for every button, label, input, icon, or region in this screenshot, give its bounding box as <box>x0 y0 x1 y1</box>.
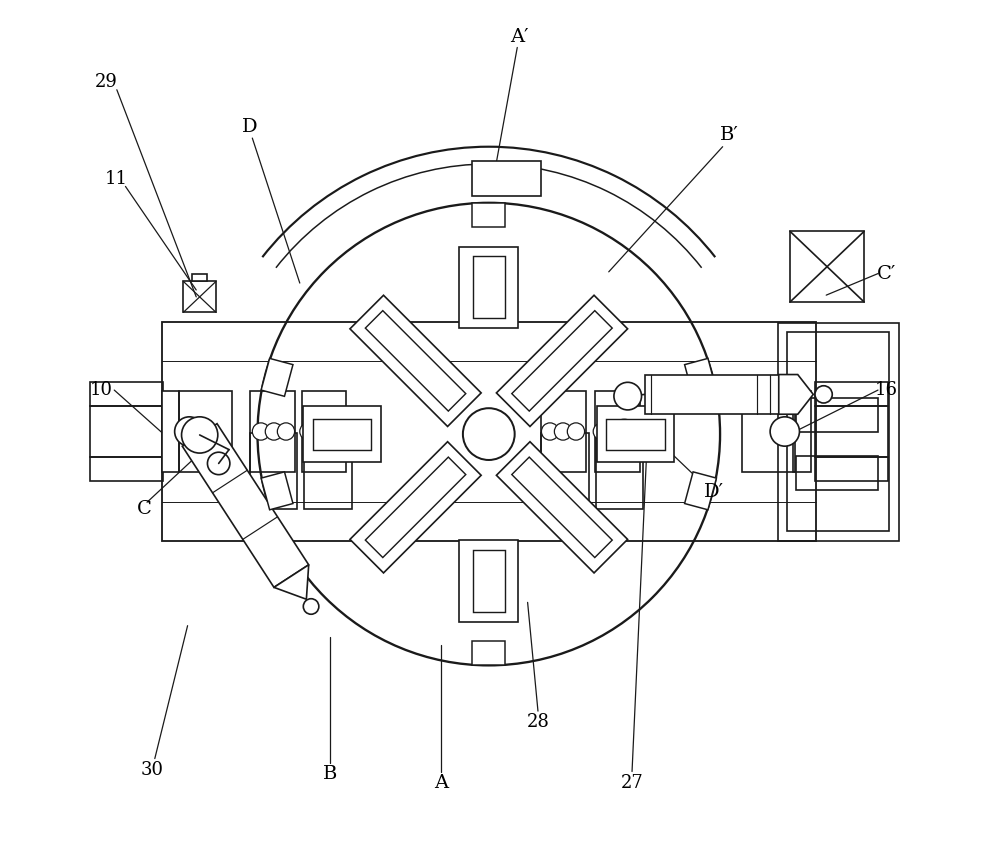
Bar <box>179 391 232 472</box>
Bar <box>596 433 643 509</box>
Polygon shape <box>365 457 466 557</box>
Polygon shape <box>461 249 517 326</box>
Bar <box>645 375 779 414</box>
Text: 16: 16 <box>875 381 898 399</box>
Bar <box>90 406 163 457</box>
Circle shape <box>541 423 559 440</box>
Bar <box>796 456 878 490</box>
Polygon shape <box>685 358 716 396</box>
Polygon shape <box>261 472 293 510</box>
Polygon shape <box>182 424 309 588</box>
Bar <box>250 433 297 509</box>
Polygon shape <box>472 161 541 196</box>
Bar <box>192 274 207 281</box>
Bar <box>742 391 795 472</box>
Bar <box>541 391 586 472</box>
Polygon shape <box>606 419 665 450</box>
Bar <box>90 457 163 481</box>
Polygon shape <box>597 406 674 463</box>
Bar <box>815 406 888 457</box>
Bar <box>541 433 589 509</box>
Circle shape <box>207 452 230 475</box>
Polygon shape <box>512 457 612 557</box>
Text: C: C <box>137 501 152 518</box>
Bar <box>790 231 864 302</box>
Polygon shape <box>779 375 813 414</box>
Polygon shape <box>461 542 517 620</box>
Polygon shape <box>459 247 518 328</box>
Circle shape <box>606 423 623 440</box>
Circle shape <box>265 423 283 440</box>
Circle shape <box>463 408 515 460</box>
Text: 27: 27 <box>621 774 643 791</box>
Bar <box>595 391 640 472</box>
Polygon shape <box>496 295 628 426</box>
Bar <box>778 323 899 541</box>
Bar <box>162 391 179 472</box>
Bar <box>815 382 888 406</box>
Polygon shape <box>365 311 466 411</box>
Circle shape <box>313 423 330 440</box>
Bar <box>796 398 878 432</box>
Text: B′: B′ <box>720 127 739 144</box>
Polygon shape <box>473 256 505 318</box>
Bar <box>183 281 216 312</box>
Text: 11: 11 <box>104 170 127 187</box>
Circle shape <box>252 423 270 440</box>
Polygon shape <box>350 295 481 426</box>
Bar <box>815 457 888 481</box>
Text: C′: C′ <box>877 265 896 282</box>
Circle shape <box>182 417 218 453</box>
Circle shape <box>770 417 799 446</box>
Polygon shape <box>473 550 505 612</box>
Polygon shape <box>512 311 612 411</box>
Text: D: D <box>242 118 258 135</box>
Circle shape <box>815 386 832 403</box>
Circle shape <box>619 423 636 440</box>
Text: 29: 29 <box>95 73 118 91</box>
Text: D′: D′ <box>704 483 724 501</box>
Polygon shape <box>496 442 628 573</box>
Circle shape <box>567 423 585 440</box>
Circle shape <box>614 382 642 410</box>
Bar <box>793 391 811 472</box>
Circle shape <box>303 599 319 614</box>
Circle shape <box>554 423 572 440</box>
Text: A′: A′ <box>511 28 529 46</box>
Text: 10: 10 <box>90 381 113 399</box>
Circle shape <box>300 423 317 440</box>
Circle shape <box>326 423 343 440</box>
Polygon shape <box>303 406 381 463</box>
Polygon shape <box>313 419 371 450</box>
Text: A: A <box>434 774 448 791</box>
Circle shape <box>277 423 295 440</box>
Bar <box>787 332 889 531</box>
Bar <box>302 391 346 472</box>
Text: 30: 30 <box>141 761 164 778</box>
Polygon shape <box>473 258 504 317</box>
Polygon shape <box>261 358 293 396</box>
Bar <box>304 433 352 509</box>
Polygon shape <box>473 551 504 610</box>
Polygon shape <box>472 641 505 665</box>
Circle shape <box>175 417 204 446</box>
Polygon shape <box>685 472 716 510</box>
Circle shape <box>593 423 610 440</box>
Bar <box>162 322 816 541</box>
Text: 28: 28 <box>527 714 549 731</box>
Polygon shape <box>350 442 481 573</box>
Polygon shape <box>472 203 505 227</box>
Bar <box>250 391 295 472</box>
Circle shape <box>610 419 638 447</box>
Bar <box>90 382 163 406</box>
Polygon shape <box>274 564 309 599</box>
Text: B: B <box>323 765 337 783</box>
Polygon shape <box>459 540 518 621</box>
